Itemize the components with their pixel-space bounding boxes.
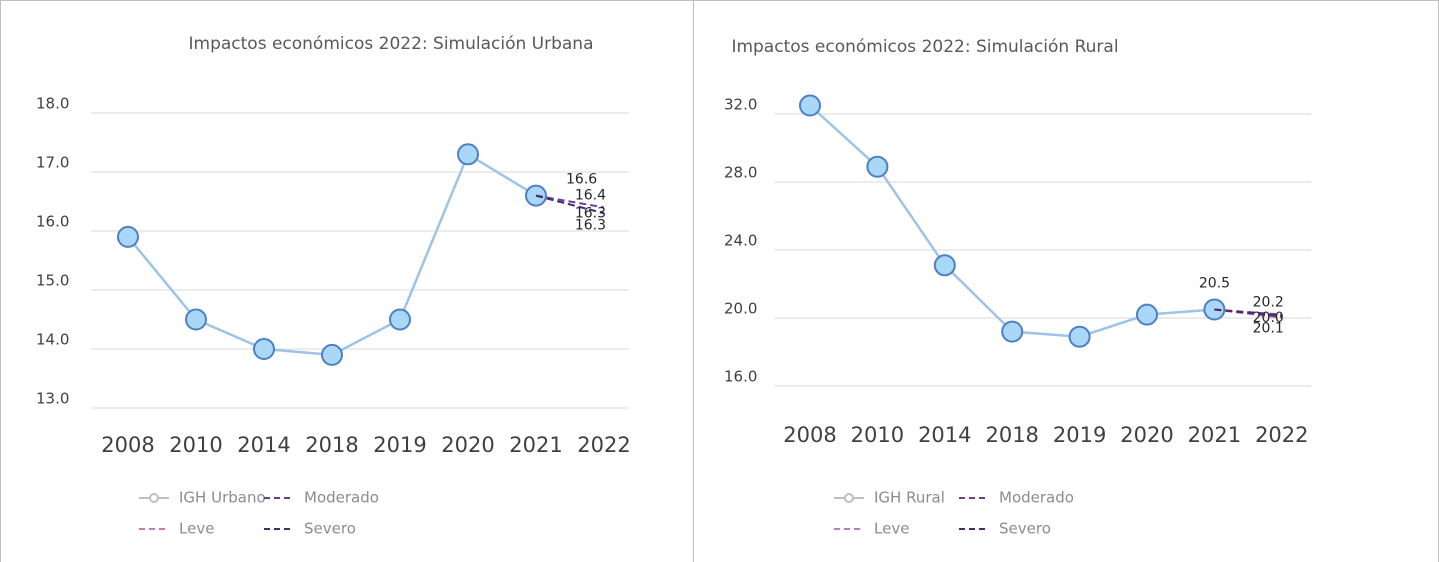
data-label: 16.4 — [575, 187, 606, 203]
legend-label: IGH Urbano — [179, 489, 266, 507]
x-tick-label: 2021 — [509, 433, 562, 457]
x-tick-label: 2020 — [1120, 423, 1173, 447]
x-tick-label: 2010 — [851, 423, 904, 447]
point — [1136, 303, 1158, 326]
y-tick-label: 32.0 — [724, 96, 757, 114]
legend-label: Severo — [304, 520, 356, 538]
chart-urban: Impactos económicos 2022: Simulación Urb… — [36, 34, 631, 538]
data-label: 20.2 — [1253, 295, 1284, 311]
y-tick-label: 16.0 — [36, 213, 69, 231]
point — [457, 143, 479, 166]
legend-label: IGH Rural — [874, 489, 945, 507]
y-tick-label: 17.0 — [36, 154, 69, 172]
chart-title: Impactos económicos 2022: Simulación Rur… — [731, 37, 1118, 57]
x-tick-label: 2022 — [1255, 423, 1308, 447]
dashed-line — [1214, 308, 1282, 318]
divider — [693, 1, 694, 562]
x-tick-label: 2014 — [918, 423, 971, 447]
point — [117, 225, 139, 248]
point — [1001, 320, 1024, 343]
point — [185, 308, 207, 331]
point — [389, 308, 411, 331]
x-tick-label: 2021 — [1188, 423, 1241, 447]
legend-marker — [149, 493, 159, 503]
data-label: 16.3 — [575, 217, 606, 233]
y-tick-label: 20.0 — [724, 300, 757, 318]
line — [809, 104, 1215, 338]
x-tick-label: 2010 — [169, 433, 222, 457]
chart-rural: Impactos económicos 2022: Simulación Rur… — [724, 37, 1311, 538]
y-tick-label: 24.0 — [724, 232, 757, 250]
legend-label: Leve — [874, 520, 909, 538]
dashed-line — [535, 194, 605, 215]
x-tick-label: 2019 — [1053, 423, 1106, 447]
x-tick-label: 2020 — [441, 433, 494, 457]
x-tick-label: 2019 — [373, 433, 426, 457]
data-label: 16.3 — [575, 205, 606, 221]
legend-label: Moderado — [304, 489, 379, 507]
data-label: 16.6 — [566, 172, 597, 188]
legend-label: Moderado — [999, 489, 1074, 507]
point — [1068, 325, 1091, 348]
y-tick-label: 13.0 — [36, 390, 69, 408]
point — [321, 343, 343, 366]
data-label: 20.5 — [1199, 276, 1230, 292]
x-tick-label: 2008 — [101, 433, 154, 457]
point — [799, 94, 821, 117]
y-tick-label: 15.0 — [36, 272, 69, 290]
x-tick-label: 2014 — [237, 433, 290, 457]
y-tick-label: 16.0 — [724, 368, 757, 386]
legend-label: Severo — [999, 520, 1051, 538]
legend-marker — [844, 493, 854, 503]
point — [866, 155, 889, 178]
chart-title: Impactos económicos 2022: Simulación Urb… — [189, 34, 594, 54]
data-label: 20.1 — [1253, 320, 1284, 336]
x-tick-label: 2022 — [577, 433, 630, 457]
x-tick-label: 2018 — [985, 423, 1038, 447]
x-tick-label: 2008 — [783, 423, 836, 447]
x-tick-label: 2018 — [305, 433, 358, 457]
y-tick-label: 14.0 — [36, 331, 69, 349]
y-tick-label: 28.0 — [724, 164, 757, 182]
y-tick-label: 18.0 — [36, 95, 69, 113]
point — [933, 254, 956, 277]
point — [253, 338, 275, 360]
legend-label: Leve — [179, 520, 214, 538]
